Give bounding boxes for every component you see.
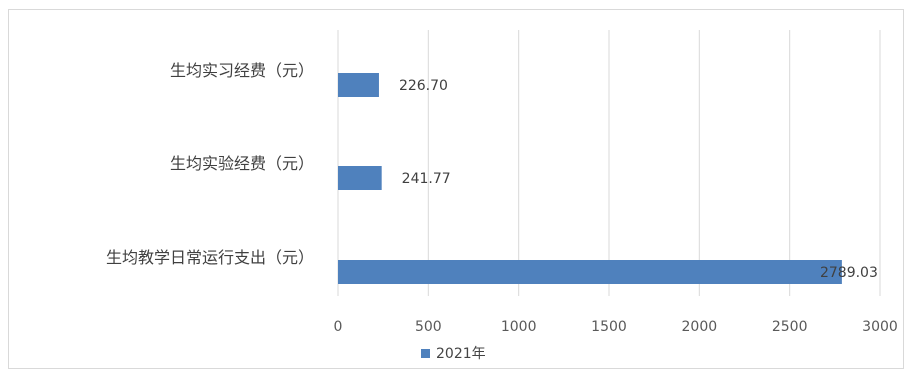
x-tick-label: 2000 — [682, 319, 718, 335]
x-tick-label: 2500 — [772, 319, 808, 335]
category-label: 生均教学日常运行支出（元） — [106, 248, 314, 267]
bar — [338, 73, 379, 97]
chart-frame — [8, 9, 904, 369]
data-label: 226.70 — [399, 78, 448, 94]
x-tick-label: 0 — [334, 319, 343, 335]
legend-label: 2021年 — [436, 346, 486, 362]
data-label: 241.77 — [402, 171, 451, 187]
category-label: 生均实验经费（元） — [170, 154, 314, 173]
x-tick-label: 1000 — [501, 319, 537, 335]
bar — [338, 260, 842, 284]
x-tick-label: 500 — [415, 319, 442, 335]
legend: 2021年 — [421, 343, 486, 363]
bar — [338, 166, 382, 190]
legend-swatch — [421, 348, 430, 358]
data-label: 2789.03 — [820, 265, 878, 281]
x-tick-label: 1500 — [591, 319, 627, 335]
category-label: 生均实习经费（元） — [170, 61, 314, 80]
x-tick-label: 3000 — [862, 319, 898, 335]
